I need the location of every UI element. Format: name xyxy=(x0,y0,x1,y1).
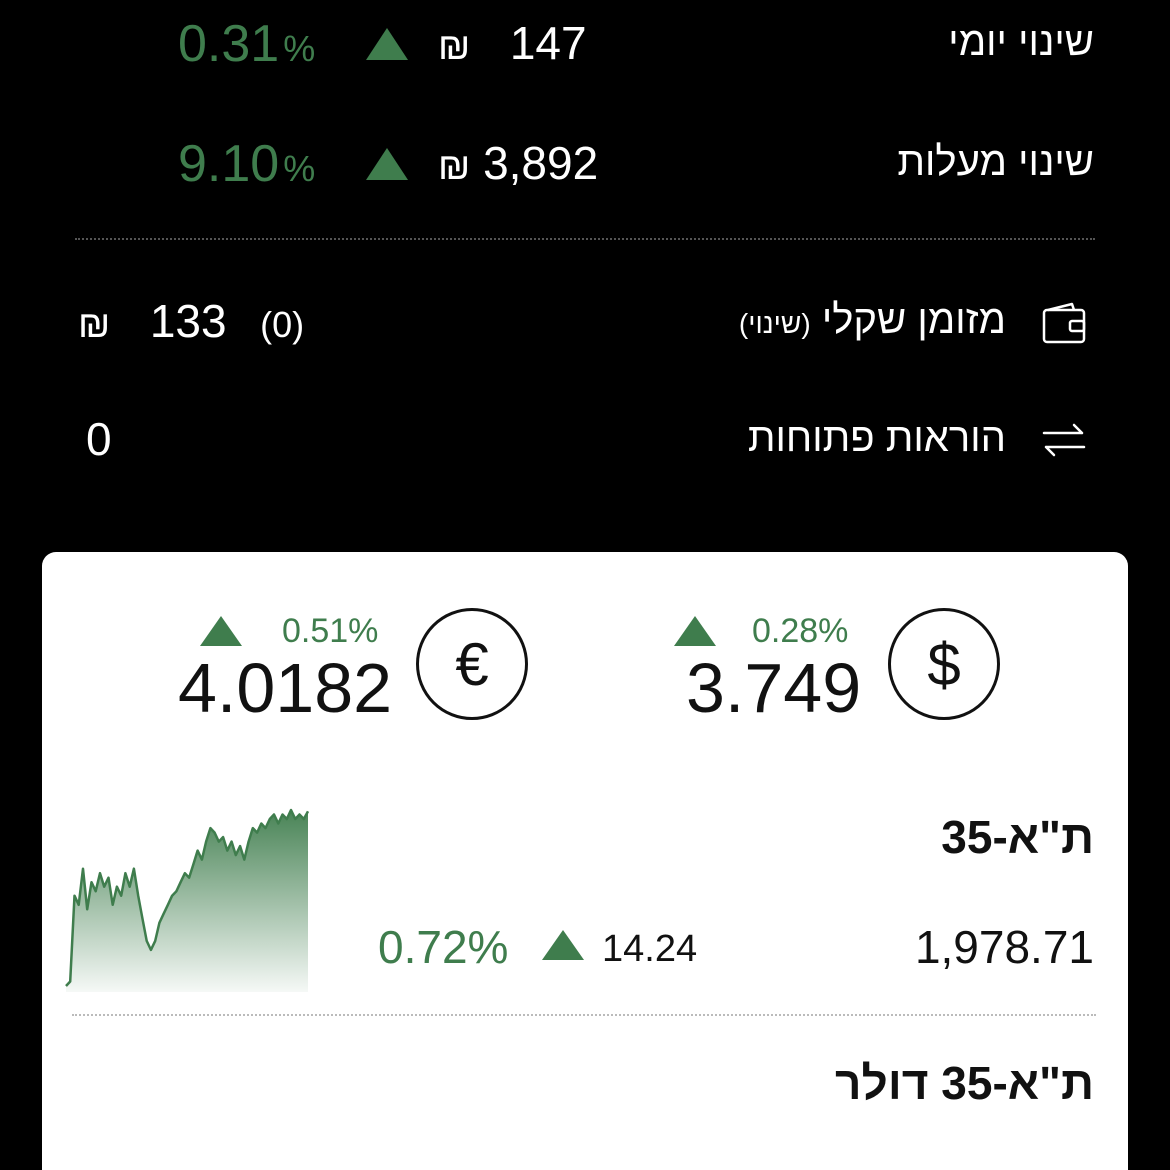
eur-pct: 0.51% xyxy=(282,612,379,650)
index-name: ת"א-35 דולר xyxy=(835,1057,1094,1109)
sparkline-area xyxy=(66,810,308,992)
transfer-arrows-icon xyxy=(1042,420,1086,460)
total-change-amount: ₪ 3,892 xyxy=(438,136,598,190)
currency-sign: ₪ xyxy=(438,26,471,68)
daily-change-pct: 0.31% xyxy=(178,15,316,73)
index-value: 1,978.71 xyxy=(914,921,1094,973)
up-arrow-icon xyxy=(200,616,242,646)
cash-change: (0) xyxy=(260,304,305,345)
daily-change-amount: ₪ 147 xyxy=(438,16,587,70)
total-change-label: שינוי מעלות xyxy=(897,140,1094,184)
up-arrow-icon xyxy=(366,28,408,60)
total-change-value: 3,892 xyxy=(483,137,599,189)
cash-label: מזומן שקלי (שינוי) xyxy=(738,298,1006,342)
index-pct: 0.72% xyxy=(378,921,509,973)
index-change: 14.24 xyxy=(602,928,698,970)
open-orders-value: 0 xyxy=(86,413,112,465)
divider xyxy=(72,1014,1096,1016)
wallet-icon xyxy=(1042,302,1086,344)
market-card: $ 0.28% 3.749 € 0.51% 4.0182 ת"א-35 1,97… xyxy=(42,552,1128,1170)
sparkline-line xyxy=(65,808,310,987)
euro-icon: € xyxy=(416,608,528,720)
daily-change-label: שינוי יומי xyxy=(948,20,1094,64)
cash-value: 133 xyxy=(149,295,227,347)
divider xyxy=(75,238,1095,240)
up-arrow-icon xyxy=(366,148,408,180)
open-orders-label: הוראות פתוחות xyxy=(747,416,1006,460)
currency-sign: ₪ xyxy=(78,304,111,346)
index-name: ת"א-35 xyxy=(941,811,1094,863)
cash-amount: ₪ 133 (0) xyxy=(78,294,304,348)
daily-change-value: 147 xyxy=(509,17,587,69)
usd-pct: 0.28% xyxy=(752,612,849,650)
index-sparkline xyxy=(65,808,310,992)
currency-sign: ₪ xyxy=(438,146,471,188)
dollar-icon: $ xyxy=(888,608,1000,720)
eur-rate: 4.0182 xyxy=(178,649,393,727)
total-change-pct: 9.10% xyxy=(178,135,316,193)
usd-rate: 3.749 xyxy=(686,649,862,727)
up-arrow-icon xyxy=(542,930,584,960)
up-arrow-icon xyxy=(674,616,716,646)
cash-sub-label: (שינוי) xyxy=(738,308,811,339)
